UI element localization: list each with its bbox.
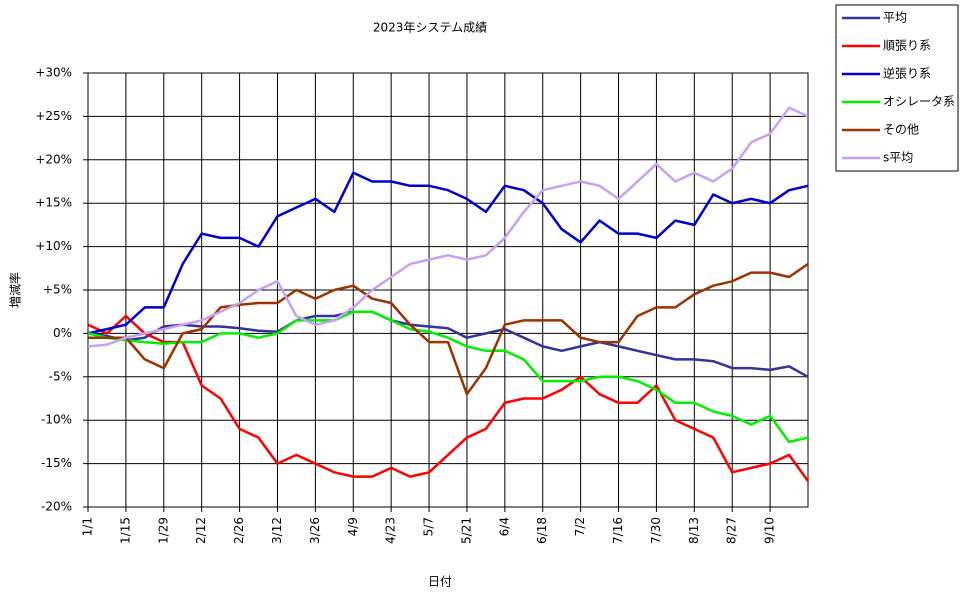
x-tick-label: 1/29 bbox=[156, 517, 170, 544]
y-tick-label: +20% bbox=[35, 152, 72, 166]
x-tick-label: 7/16 bbox=[611, 517, 625, 544]
x-tick-label: 5/21 bbox=[459, 517, 473, 544]
x-axis-label: 日付 bbox=[428, 575, 452, 589]
legend-label: 平均 bbox=[883, 11, 907, 25]
x-tick-label: 3/12 bbox=[270, 517, 284, 544]
series-line bbox=[87, 314, 810, 482]
x-tick-label: 2/12 bbox=[194, 517, 208, 544]
y-tick-label: -20% bbox=[41, 500, 72, 514]
x-tick-label: 8/27 bbox=[725, 517, 739, 544]
y-tick-label: 0% bbox=[53, 326, 72, 340]
x-tick-label: 5/7 bbox=[422, 517, 436, 536]
x-tick-label: 7/2 bbox=[573, 517, 587, 536]
y-tick-label: -15% bbox=[41, 456, 72, 470]
legend-label: オシレータ系 bbox=[883, 95, 955, 109]
x-tick-label: 4/9 bbox=[346, 517, 360, 536]
y-tick-label: +10% bbox=[35, 239, 72, 253]
legend-label: 逆張り系 bbox=[883, 66, 931, 81]
x-tick-label: 3/26 bbox=[308, 517, 322, 544]
y-tick-label: +15% bbox=[35, 196, 72, 210]
y-tick-label: -10% bbox=[41, 413, 72, 427]
legend-label: 順張り系 bbox=[883, 39, 931, 53]
chart-title: 2023年システム成績 bbox=[373, 21, 487, 35]
legend-label: その他 bbox=[883, 123, 919, 137]
series-line bbox=[87, 310, 809, 444]
x-tick-label: 8/13 bbox=[687, 517, 701, 544]
x-tick-label: 1/15 bbox=[118, 517, 132, 544]
series-line bbox=[87, 310, 809, 378]
y-axis-label: 増減率 bbox=[8, 272, 23, 308]
x-tick-label: 4/23 bbox=[384, 517, 398, 544]
series-line bbox=[88, 262, 809, 396]
series-line bbox=[87, 171, 809, 335]
x-tick-label: 1/1 bbox=[81, 517, 95, 536]
series-line bbox=[87, 106, 809, 348]
legend-label: s平均 bbox=[883, 151, 913, 165]
x-tick-label: 6/18 bbox=[535, 517, 549, 544]
x-tick-label: 9/10 bbox=[763, 517, 777, 544]
x-tick-label: 6/4 bbox=[497, 517, 511, 536]
y-tick-label: +5% bbox=[43, 283, 72, 297]
x-tick-label: 7/30 bbox=[649, 517, 663, 544]
y-tick-label: -5% bbox=[49, 369, 72, 383]
y-tick-label: +30% bbox=[35, 66, 72, 80]
x-tick-label: 2/26 bbox=[232, 517, 246, 544]
legend-box bbox=[835, 4, 959, 172]
y-tick-label: +25% bbox=[35, 109, 72, 123]
